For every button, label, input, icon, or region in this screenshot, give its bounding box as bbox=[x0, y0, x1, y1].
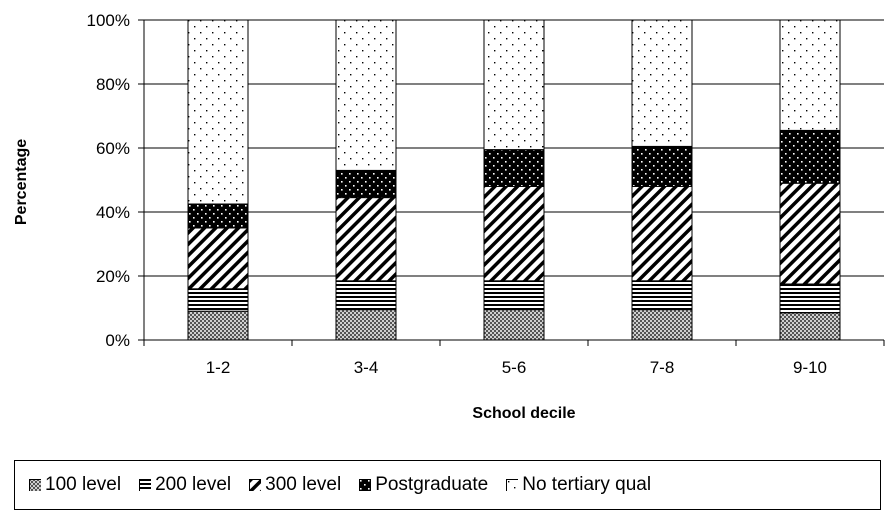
chart: 0% 20% 40% 60% 80% 100% 1-2 3-4 5-6 7-8 9-10 Schoo… bbox=[13, 11, 885, 422]
bar-segment bbox=[483, 280, 545, 311]
bar-segment bbox=[335, 19, 397, 171]
bar-segment bbox=[483, 19, 545, 151]
legend: 100 level 200 level 300 level Postgraduate N… bbox=[14, 460, 881, 510]
x-tick-label: 5-6 bbox=[502, 358, 527, 377]
legend-swatch bbox=[249, 479, 262, 491]
legend-swatch-rect bbox=[506, 479, 519, 491]
legend-item: No tertiary qual bbox=[506, 474, 651, 496]
y-tick-label: 0% bbox=[105, 331, 130, 350]
bar-segment bbox=[631, 185, 693, 282]
y-tick-label: 20% bbox=[96, 267, 130, 286]
bar-segment bbox=[187, 310, 249, 341]
bar-segment bbox=[779, 283, 841, 314]
x-tick-label: 1-2 bbox=[206, 358, 231, 377]
axes bbox=[138, 19, 885, 346]
legend-label: 300 level bbox=[265, 474, 342, 495]
legend-item: 300 level bbox=[249, 474, 341, 496]
bar-segment bbox=[483, 185, 545, 282]
bar-segment bbox=[187, 19, 249, 205]
bar-segment bbox=[187, 288, 249, 312]
legend-swatch-rect bbox=[359, 479, 372, 491]
bar-segment bbox=[779, 129, 841, 184]
legend-swatch bbox=[359, 479, 372, 491]
legend-item: 200 level bbox=[139, 474, 231, 496]
x-tick-label: 3-4 bbox=[354, 358, 379, 377]
legend-swatch bbox=[506, 479, 519, 491]
bar-segment bbox=[631, 309, 693, 341]
bar-segment bbox=[631, 145, 693, 187]
bar-segment bbox=[483, 309, 545, 341]
bar-segment bbox=[335, 169, 397, 199]
bar-segment bbox=[483, 149, 545, 187]
bar-segment bbox=[187, 203, 249, 229]
legend-swatch bbox=[139, 479, 152, 491]
bar-segment bbox=[779, 19, 841, 131]
bar-segment bbox=[631, 280, 693, 311]
bar-segment bbox=[335, 197, 397, 282]
bar-segment bbox=[631, 19, 693, 147]
bar-segment bbox=[779, 182, 841, 285]
legend-label: 200 level bbox=[155, 474, 232, 495]
bar-segment bbox=[187, 227, 249, 290]
x-tick-label: 9-10 bbox=[793, 358, 827, 377]
legend-item: 100 level bbox=[29, 474, 121, 496]
legend-swatch bbox=[29, 479, 41, 491]
legend-item: Postgraduate bbox=[359, 474, 488, 496]
legend-swatch-rect bbox=[29, 479, 41, 491]
tick-labels: 0% 20% 40% 60% 80% 100% 1-2 3-4 5-6 7-8 9-10 bbox=[87, 11, 828, 377]
y-tick-label: 100% bbox=[87, 11, 130, 30]
bar-segment bbox=[779, 312, 841, 341]
x-tick-label: 7-8 bbox=[650, 358, 675, 377]
y-axis-title: Percentage bbox=[13, 139, 30, 225]
legend-label: 100 level bbox=[45, 474, 122, 495]
legend-label: No tertiary qual bbox=[522, 474, 652, 495]
y-tick-label: 60% bbox=[96, 139, 130, 158]
legend-label: Postgraduate bbox=[375, 474, 489, 495]
bar-segment bbox=[335, 280, 397, 311]
bars bbox=[187, 19, 841, 341]
y-tick-label: 80% bbox=[96, 75, 130, 94]
x-axis-title: School decile bbox=[472, 405, 575, 422]
bar-segment bbox=[335, 309, 397, 341]
legend-swatch-rect bbox=[139, 479, 152, 491]
legend-swatch-rect bbox=[249, 479, 262, 491]
y-tick-label: 40% bbox=[96, 203, 130, 222]
